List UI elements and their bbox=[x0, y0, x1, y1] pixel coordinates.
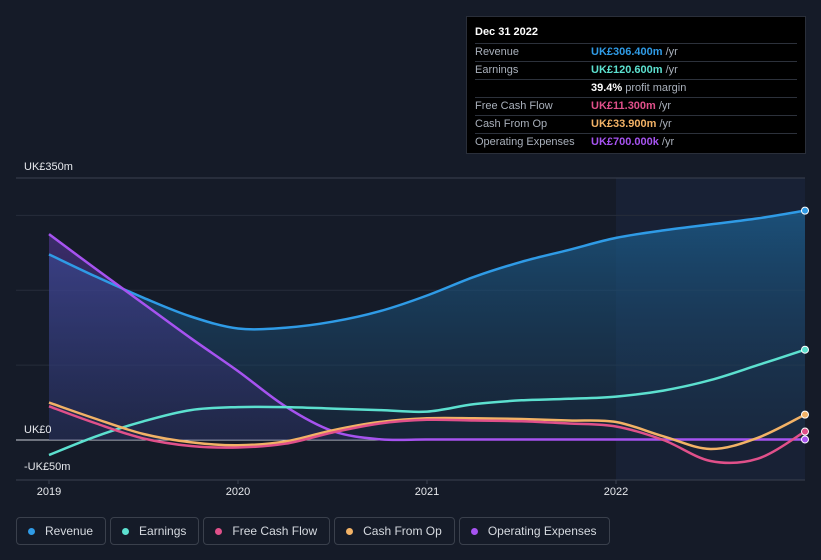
x-tick-label: 2020 bbox=[226, 486, 250, 498]
tooltip-row: Cash From Op UK£33.900m/yr bbox=[475, 116, 797, 134]
legend-dot-icon bbox=[28, 527, 35, 535]
tooltip-row-label bbox=[475, 80, 591, 97]
tooltip-row-unit: /yr bbox=[659, 118, 672, 130]
legend-item-earnings[interactable]: Earnings bbox=[110, 517, 200, 545]
tooltip-row-label: Operating Expenses bbox=[475, 136, 575, 148]
tooltip-row-value: UK£700.000k bbox=[591, 136, 659, 148]
operating-expenses-end-point bbox=[801, 435, 809, 444]
tooltip-row-unit: /yr bbox=[665, 64, 678, 76]
tooltip-row-label: Cash From Op bbox=[475, 118, 548, 130]
legend-item-free-cash-flow[interactable]: Free Cash Flow bbox=[203, 517, 331, 545]
revenue-line bbox=[48, 209, 806, 331]
tooltip-row-unit: profit margin bbox=[625, 82, 687, 94]
tooltip-panel: Dec 31 2022 Revenue UK£306.400m/yr Earning… bbox=[466, 16, 806, 154]
series-end-markers bbox=[801, 206, 809, 444]
y-label-bottom: -UK£50m bbox=[24, 461, 70, 473]
legend-item-label: Operating Expenses bbox=[487, 524, 597, 538]
x-tick-label: 2022 bbox=[604, 486, 628, 498]
earnings-line bbox=[48, 348, 806, 457]
legend-dot-icon bbox=[122, 527, 130, 535]
tooltip-row-label: Earnings bbox=[475, 64, 519, 76]
operating-expenses-area bbox=[49, 234, 805, 440]
tooltip-row-unit: /yr bbox=[661, 136, 675, 148]
tooltip-row-label: Revenue bbox=[475, 46, 520, 58]
x-axis: 2019 2020 2021 2022 bbox=[37, 480, 628, 498]
tooltip-row-value: UK£33.900m bbox=[591, 118, 657, 130]
legend-item-label: Revenue bbox=[45, 524, 94, 538]
revenue-end-point bbox=[801, 206, 809, 215]
legend-item-label: Cash From Op bbox=[363, 524, 442, 538]
legend-item-operating-expenses[interactable]: Operating Expenses bbox=[458, 517, 610, 545]
cash-from-op-line bbox=[48, 401, 806, 451]
tooltip-row: Operating Expenses UK£700.000k/yr bbox=[475, 134, 797, 151]
tooltip-row-value: UK£306.400m bbox=[591, 46, 663, 58]
series-lines bbox=[48, 209, 806, 465]
legend-item-label: Free Cash Flow bbox=[232, 524, 318, 538]
tooltip-row-label: Free Cash Flow bbox=[475, 100, 553, 112]
tooltip-row-unit: /yr bbox=[665, 46, 678, 58]
tooltip-row: Earnings UK£120.600m/yr bbox=[475, 62, 797, 80]
legend-dot-icon bbox=[346, 527, 354, 535]
legend-item-label: Earnings bbox=[139, 524, 187, 538]
tooltip-row: Revenue UK£306.400m/yr bbox=[475, 44, 797, 62]
area-fills bbox=[49, 210, 805, 440]
legend-dot-icon bbox=[470, 527, 478, 535]
free-cash-flow-line bbox=[48, 405, 806, 465]
tooltip-row: Free Cash Flow UK£11.300m/yr bbox=[475, 98, 797, 116]
legend-dot-icon bbox=[215, 527, 223, 535]
tooltip-row: 39.4% profit margin bbox=[475, 80, 797, 98]
tooltip-row-value: 39.4% bbox=[591, 82, 623, 94]
tooltip-date: Dec 31 2022 bbox=[475, 25, 797, 44]
tooltip-row-value: UK£120.600m bbox=[591, 64, 663, 76]
free-cash-flow-end-point bbox=[801, 427, 809, 436]
y-label-zero: UK£0 bbox=[24, 424, 52, 436]
tooltip-row-value: UK£11.300m bbox=[591, 100, 656, 112]
tooltip-row-unit: /yr bbox=[658, 100, 672, 112]
legend: Revenue Earnings Free Cash Flow Cash From O… bbox=[16, 517, 610, 545]
legend-item-revenue[interactable]: Revenue bbox=[16, 517, 107, 545]
earnings-end-point bbox=[801, 345, 809, 354]
y-axis: UK£350m UK£0 -UK£50m bbox=[24, 161, 73, 473]
x-tick-label: 2021 bbox=[415, 486, 439, 498]
y-label-top: UK£350m bbox=[24, 161, 73, 173]
x-tick-label: 2019 bbox=[37, 486, 61, 498]
cash-from-op-end-point bbox=[801, 410, 809, 419]
legend-item-cash-from-op[interactable]: Cash From Op bbox=[334, 517, 455, 545]
